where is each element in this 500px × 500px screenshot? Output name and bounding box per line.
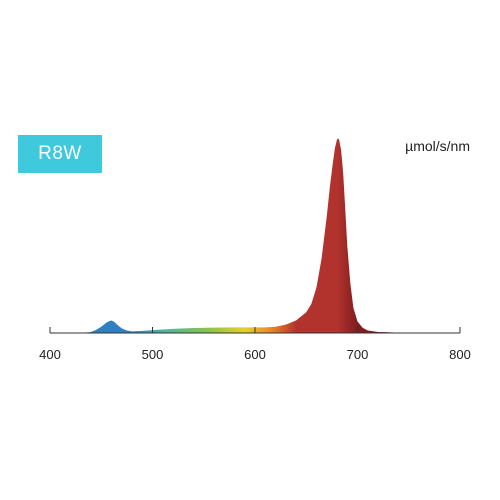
x-tick-label-700: 700 [347, 347, 369, 362]
x-tick-label-800: 800 [449, 347, 471, 362]
spectrum-area [80, 138, 460, 333]
x-axis: 400 500 600 700 800 [39, 327, 471, 362]
variant-badge: R8W [18, 135, 102, 173]
plot-layer [80, 138, 460, 333]
x-tick-label-400: 400 [39, 347, 61, 362]
x-tick-label-500: 500 [142, 347, 164, 362]
x-tick-label-600: 600 [244, 347, 266, 362]
y-unit-label: µmol/s/nm [405, 138, 470, 154]
